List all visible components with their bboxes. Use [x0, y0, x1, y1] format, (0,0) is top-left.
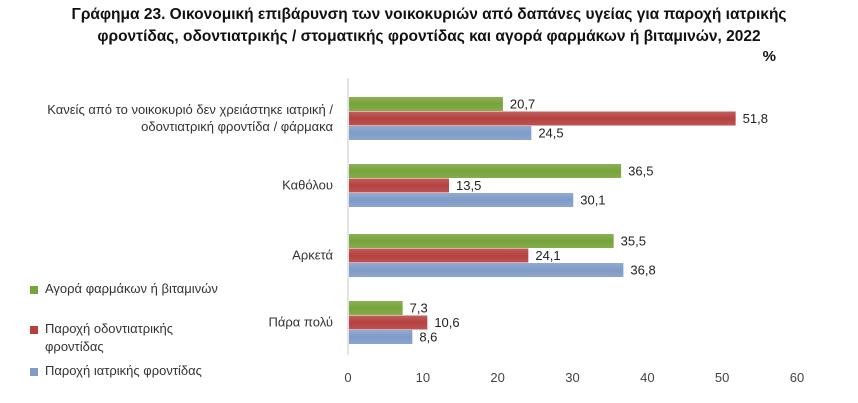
x-tick-label: 50: [715, 370, 729, 385]
bar: [349, 111, 736, 126]
data-label: 24,5: [538, 126, 563, 141]
x-tick-label: 0: [344, 370, 351, 385]
legend-label: Παροχή οδοντιατρικής φροντίδας: [45, 321, 173, 354]
category-label: Αρκετά: [292, 248, 333, 263]
chart-title-line-2: φροντίδας, οδοντιατρικής / στοματικής φρ…: [97, 28, 761, 45]
bar: [349, 164, 622, 178]
x-tick-label: 10: [416, 370, 430, 385]
legend-label: Αγορά φαρμάκων ή βιταμινών: [45, 281, 218, 296]
chart-title: Γράφημα 23. Οικονομική επιβάρυνση των νο…: [0, 4, 858, 48]
bar: [349, 234, 614, 248]
x-tick-label: 40: [640, 370, 654, 385]
bar: [349, 330, 413, 344]
bar: [349, 178, 450, 193]
bar: [349, 315, 428, 330]
data-label: 7,3: [410, 301, 428, 316]
bar: [349, 301, 403, 315]
data-label: 24,1: [535, 248, 560, 263]
bar: [349, 193, 574, 207]
data-label: 35,5: [621, 234, 646, 249]
data-label: 36,8: [630, 263, 655, 278]
legend-swatch: [30, 286, 38, 294]
category-label: οδοντιατρική φροντίδα / φάρμακα: [141, 119, 333, 134]
bar: [349, 126, 532, 140]
bar: [349, 263, 624, 277]
x-tick-label: 20: [490, 370, 504, 385]
data-label: 10,6: [434, 315, 459, 330]
bar: [349, 97, 503, 111]
data-label: 13,5: [456, 178, 481, 193]
unit-label: %: [762, 48, 776, 65]
data-label: 8,6: [419, 330, 437, 345]
bar: [349, 248, 529, 263]
x-tick-label: 30: [565, 370, 579, 385]
legend-swatch: [30, 368, 38, 376]
category-label: Καθόλου: [282, 178, 333, 193]
data-label: 36,5: [628, 164, 653, 179]
legend-swatch: [30, 326, 38, 334]
x-tick-label: 60: [790, 370, 804, 385]
legend-label: Παροχή ιατρικής φροντίδας: [45, 363, 202, 378]
category-label: Κανείς από το νοικοκυριό δεν χρειάστηκε …: [47, 102, 333, 117]
data-label: 20,7: [510, 97, 535, 112]
category-label: Πάρα πολύ: [269, 315, 334, 330]
data-label: 30,1: [580, 193, 605, 208]
chart-title-line-1: Γράφημα 23. Οικονομική επιβάρυνση των νο…: [71, 6, 787, 23]
data-label: 51,8: [743, 111, 768, 126]
